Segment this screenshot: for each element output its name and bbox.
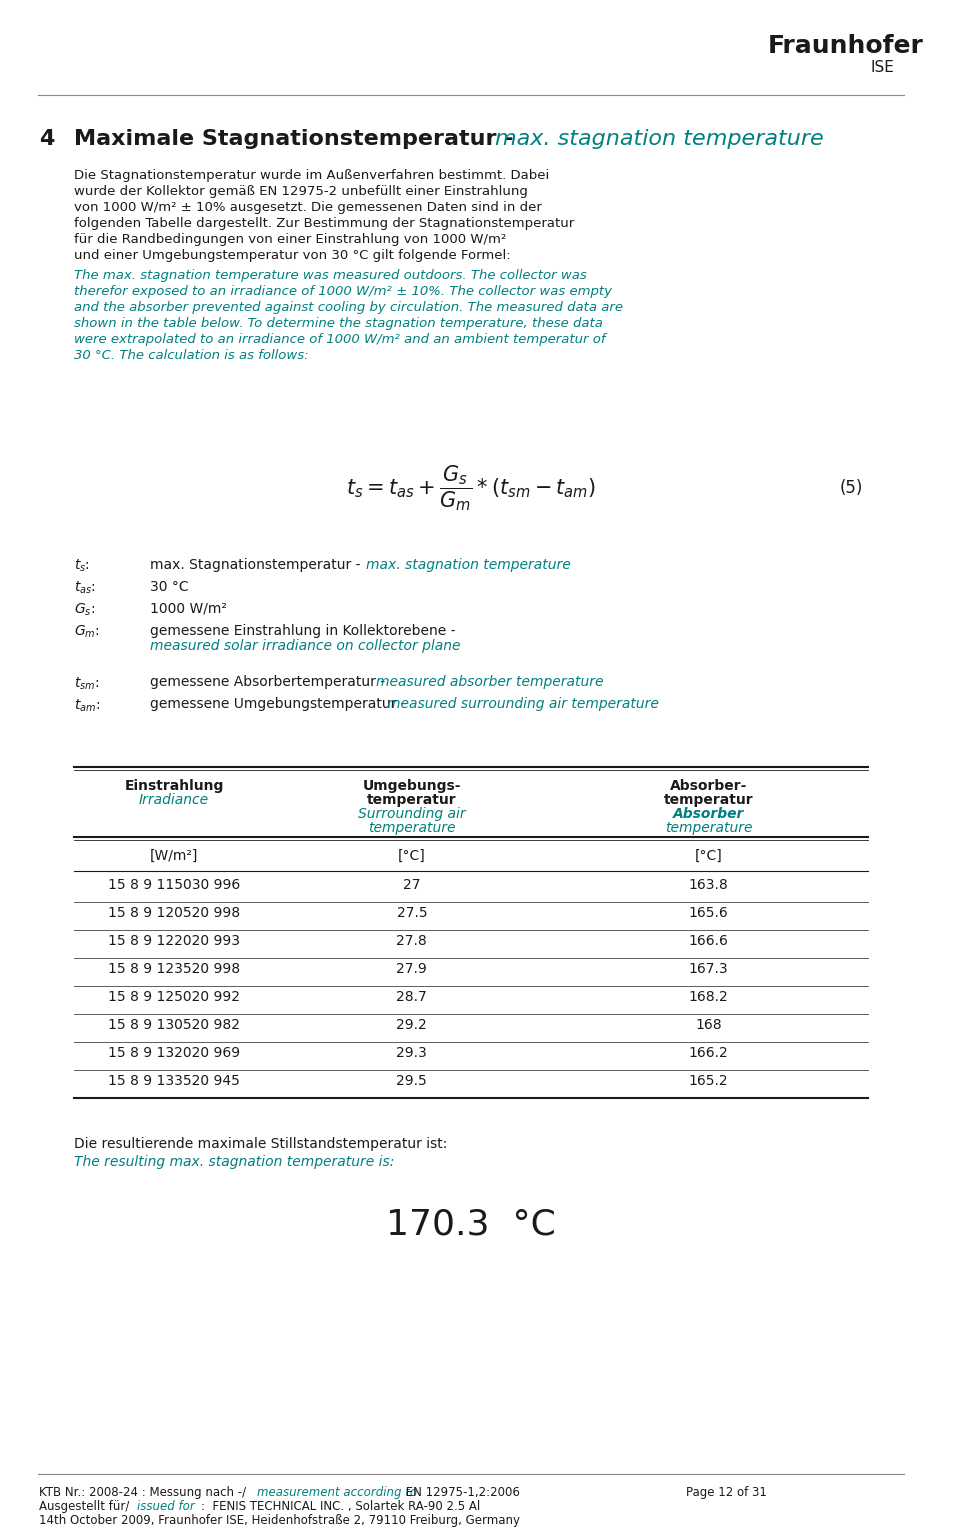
Text: $t_{am}$:: $t_{am}$:	[74, 697, 100, 714]
Text: [°C]: [°C]	[694, 849, 722, 862]
Text: EN 12975-1,2:2006: EN 12975-1,2:2006	[402, 1486, 520, 1498]
Text: shown in the table below. To determine the stagnation temperature, these data: shown in the table below. To determine t…	[74, 317, 603, 330]
Text: Surrounding air: Surrounding air	[358, 807, 466, 821]
Text: temperatur: temperatur	[663, 794, 754, 807]
Text: :  FENIS TECHNICAL INC. , Solartek RA-90 2.5 Al: : FENIS TECHNICAL INC. , Solartek RA-90 …	[201, 1500, 480, 1514]
Text: The max. stagnation temperature was measured outdoors. The collector was: The max. stagnation temperature was meas…	[74, 269, 587, 281]
Text: $G_m$:: $G_m$:	[74, 624, 99, 641]
Text: therefor exposed to an irradiance of 1000 W/m² ± 10%. The collector was empty: therefor exposed to an irradiance of 100…	[74, 284, 612, 298]
Text: 29.3: 29.3	[396, 1046, 427, 1060]
Text: 27.5: 27.5	[396, 907, 427, 920]
Text: (5): (5)	[839, 479, 863, 497]
Text: 29.2: 29.2	[396, 1018, 427, 1032]
Text: und einer Umgebungstemperatur von 30 °C gilt folgende Formel:: und einer Umgebungstemperatur von 30 °C …	[74, 249, 510, 261]
Text: 15 8 9 132020 969: 15 8 9 132020 969	[108, 1046, 240, 1060]
Text: $t_s$:: $t_s$:	[74, 558, 89, 575]
Text: measured absorber temperature: measured absorber temperature	[375, 676, 603, 690]
Text: Absorber: Absorber	[673, 807, 744, 821]
Text: von 1000 W/m² ± 10% ausgesetzt. Die gemessenen Daten sind in der: von 1000 W/m² ± 10% ausgesetzt. Die geme…	[74, 202, 541, 214]
Text: für die Randbedingungen von einer Einstrahlung von 1000 W/m²: für die Randbedingungen von einer Einstr…	[74, 232, 506, 246]
Text: The resulting max. stagnation temperature is:: The resulting max. stagnation temperatur…	[74, 1156, 394, 1170]
Text: were extrapolated to an irradiance of 1000 W/m² and an ambient temperatur of: were extrapolated to an irradiance of 10…	[74, 333, 605, 346]
Polygon shape	[715, 18, 760, 73]
Text: max. stagnation temperature: max. stagnation temperature	[366, 558, 570, 572]
Text: KTB Nr.: 2008-24 : Messung nach -/: KTB Nr.: 2008-24 : Messung nach -/	[39, 1486, 247, 1498]
Text: gemessene Umgebungstemperatur -: gemessene Umgebungstemperatur -	[150, 697, 410, 711]
Text: $t_{sm}$:: $t_{sm}$:	[74, 676, 99, 691]
Text: Page 12 of 31: Page 12 of 31	[686, 1486, 767, 1498]
Text: 168.2: 168.2	[688, 991, 729, 1005]
Text: Die resultierende maximale Stillstandstemperatur ist:: Die resultierende maximale Stillstandste…	[74, 1138, 447, 1151]
Text: 165.2: 165.2	[688, 1073, 729, 1087]
Polygon shape	[706, 18, 760, 73]
Text: 27.9: 27.9	[396, 962, 427, 976]
Text: temperatur: temperatur	[367, 794, 457, 807]
Text: 15 8 9 125020 992: 15 8 9 125020 992	[108, 991, 240, 1005]
Text: issued for: issued for	[137, 1500, 195, 1514]
Text: Umgebungs-: Umgebungs-	[363, 778, 461, 794]
Text: Ausgestellt für/: Ausgestellt für/	[39, 1500, 130, 1514]
Text: 28.7: 28.7	[396, 991, 427, 1005]
Text: [°C]: [°C]	[398, 849, 425, 862]
Text: 27.8: 27.8	[396, 934, 427, 948]
Text: 15 8 9 120520 998: 15 8 9 120520 998	[108, 907, 240, 920]
Text: $t_s = t_{as} + \dfrac{G_s}{G_m} * (t_{sm} - t_{am})$: $t_s = t_{as} + \dfrac{G_s}{G_m} * (t_{s…	[346, 463, 595, 512]
Text: max. stagnation temperature: max. stagnation temperature	[495, 130, 824, 150]
Text: Irradiance: Irradiance	[139, 794, 209, 807]
Text: 4: 4	[39, 130, 55, 150]
Polygon shape	[759, 18, 760, 73]
Text: 163.8: 163.8	[688, 879, 729, 893]
Text: measurement according to: measurement according to	[257, 1486, 417, 1498]
Text: $t_{as}$:: $t_{as}$:	[74, 579, 95, 596]
Text: 165.6: 165.6	[688, 907, 729, 920]
Text: and the absorber prevented against cooling by circulation. The measured data are: and the absorber prevented against cooli…	[74, 301, 622, 313]
Text: 15 8 9 123520 998: 15 8 9 123520 998	[108, 962, 240, 976]
Text: $G_s$:: $G_s$:	[74, 601, 95, 618]
Text: 15 8 9 122020 993: 15 8 9 122020 993	[108, 934, 240, 948]
Text: wurde der Kollektor gemäß EN 12975-2 unbefüllt einer Einstrahlung: wurde der Kollektor gemäß EN 12975-2 unb…	[74, 185, 527, 199]
Text: 170.3  °C: 170.3 °C	[386, 1208, 556, 1242]
Polygon shape	[732, 18, 760, 73]
Text: 15 8 9 115030 996: 15 8 9 115030 996	[108, 879, 240, 893]
Text: 30 °C. The calculation is as follows:: 30 °C. The calculation is as follows:	[74, 349, 308, 362]
Text: measured surrounding air temperature: measured surrounding air temperature	[387, 697, 660, 711]
Text: 166.2: 166.2	[688, 1046, 729, 1060]
Text: 168: 168	[695, 1018, 722, 1032]
Text: ISE: ISE	[871, 60, 895, 75]
Text: Einstrahlung: Einstrahlung	[125, 778, 224, 794]
Text: Maximale Stagnationstemperatur -: Maximale Stagnationstemperatur -	[74, 130, 521, 150]
Text: gemessene Absorbertemperatur -: gemessene Absorbertemperatur -	[150, 676, 390, 690]
Text: 1000 W/m²: 1000 W/m²	[150, 601, 227, 616]
Text: temperature: temperature	[664, 821, 753, 835]
Bar	[706, 18, 760, 73]
Polygon shape	[724, 18, 760, 73]
Text: Die Stagnationstemperatur wurde im Außenverfahren bestimmt. Dabei: Die Stagnationstemperatur wurde im Außen…	[74, 170, 549, 182]
Text: Absorber-: Absorber-	[670, 778, 747, 794]
Bar	[706, 18, 760, 73]
Text: temperature: temperature	[368, 821, 456, 835]
Polygon shape	[750, 18, 760, 73]
Polygon shape	[741, 18, 760, 73]
Text: 14th October 2009, Fraunhofer ISE, Heidenhofstraße 2, 79110 Freiburg, Germany: 14th October 2009, Fraunhofer ISE, Heide…	[39, 1514, 520, 1527]
Text: 15 8 9 130520 982: 15 8 9 130520 982	[108, 1018, 240, 1032]
Text: 27: 27	[403, 879, 420, 893]
Text: 167.3: 167.3	[688, 962, 729, 976]
Text: max. Stagnationstemperatur -: max. Stagnationstemperatur -	[150, 558, 365, 572]
Text: 30 °C: 30 °C	[150, 579, 189, 593]
Text: gemessene Einstrahlung in Kollektorebene -: gemessene Einstrahlung in Kollektorebene…	[150, 624, 455, 638]
Text: 29.5: 29.5	[396, 1073, 427, 1087]
Text: measured solar irradiance on collector plane: measured solar irradiance on collector p…	[150, 639, 461, 653]
Text: Fraunhofer: Fraunhofer	[768, 34, 924, 58]
Text: 15 8 9 133520 945: 15 8 9 133520 945	[108, 1073, 240, 1087]
Text: 166.6: 166.6	[688, 934, 729, 948]
Text: folgenden Tabelle dargestellt. Zur Bestimmung der Stagnationstemperatur: folgenden Tabelle dargestellt. Zur Besti…	[74, 217, 574, 231]
Text: [W/m²]: [W/m²]	[150, 849, 198, 862]
